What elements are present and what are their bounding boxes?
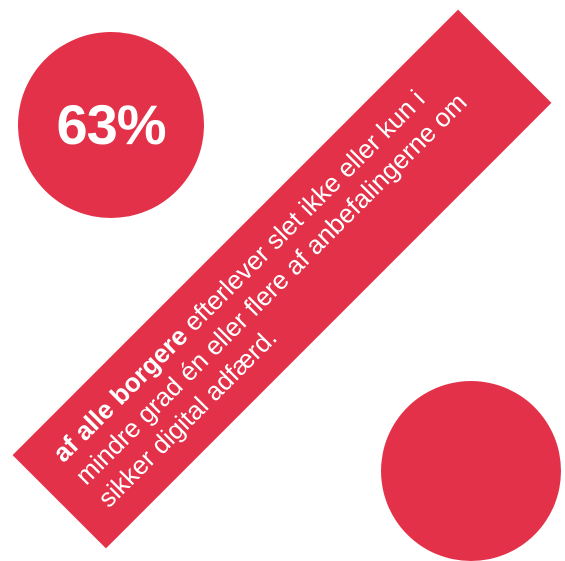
decorative-circle [381,381,561,561]
stat-value: 63% [56,93,166,156]
percent-circle: 63% [18,32,204,218]
